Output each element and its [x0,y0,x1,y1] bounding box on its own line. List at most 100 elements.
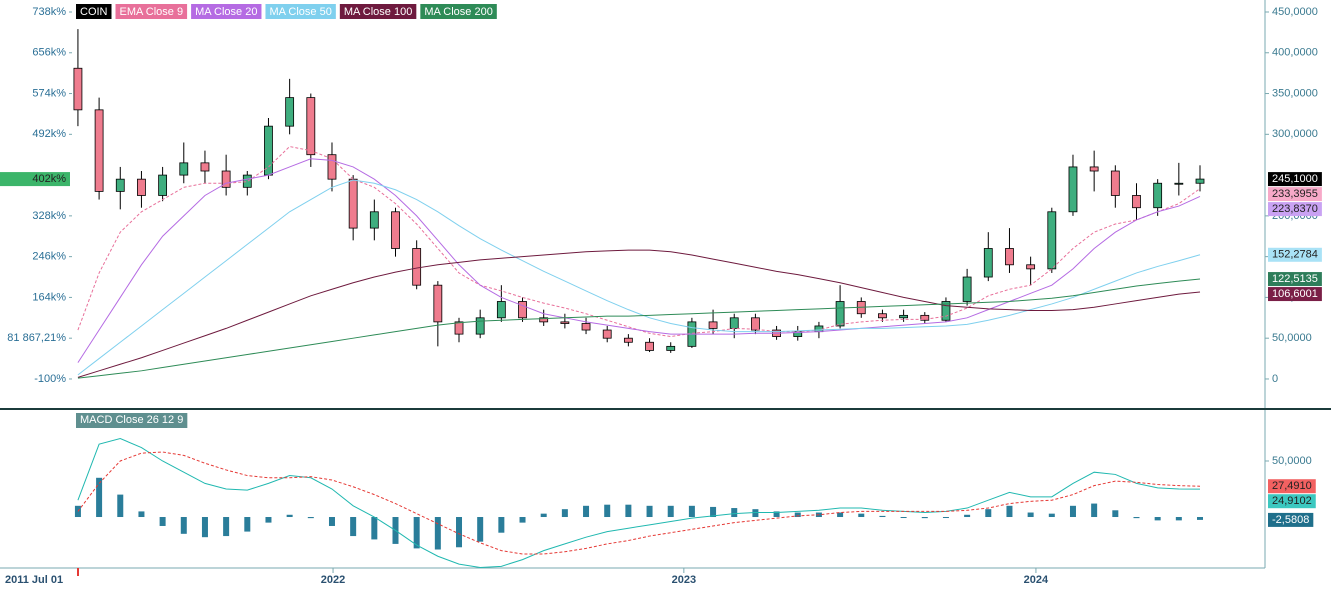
last-value-box [1268,272,1322,287]
histogram-bar [688,505,695,518]
y-tick-label: 400,0000 [1272,47,1318,59]
value-label: 245,1000 [1272,173,1318,185]
histogram-bar [328,517,335,526]
histogram-bar [159,517,166,526]
y-tick-label: 450,0000 [1272,6,1318,18]
candle-body [602,329,612,339]
candle-body [496,301,506,319]
value-label: 24,9102 [1272,495,1312,507]
candle-body [835,301,845,327]
value-label: 27,4910 [1272,480,1312,492]
y2-tick-label: 574k% [32,87,66,99]
candle-body [1005,248,1014,266]
histogram-bar [900,517,907,519]
y2-tick-label: 492k% [32,128,66,140]
histogram-bar [286,514,293,518]
legend-swatch [191,4,262,19]
histogram-bar [540,513,547,518]
x-tick-label: 2024 [1024,574,1049,586]
histogram-bar [1175,517,1182,521]
date-label: 2011 Jul 01 [5,574,63,586]
x-tick-label: 2022 [321,574,345,586]
value-label: 106,6001 [1272,288,1318,300]
histogram-bar [1048,513,1055,518]
candle-body [1174,182,1184,185]
candle-body [412,248,422,286]
panel-title: MACD Close 26 12 9 [80,414,183,426]
histogram-bar [413,517,420,549]
candle-body [327,154,337,180]
last-value-box [1268,287,1322,302]
legend-label: COIN [80,6,108,18]
macd-line [77,438,1201,568]
candle-body [708,321,718,329]
histogram-bar [1006,505,1013,518]
last-value-box [1268,494,1316,509]
candle-body [623,337,633,343]
histogram-bar [1069,505,1076,518]
histogram-bar [138,511,145,518]
histogram-bar [1197,517,1204,520]
ma-line [77,179,1201,376]
candle-body [306,97,316,156]
y2-tick-label: 328k% [32,210,66,222]
histogram-bar [244,517,251,532]
candle-body [1195,178,1205,184]
histogram-bar [561,509,568,518]
candle-body [348,178,358,229]
x-tick-label: 2023 [672,574,696,586]
y2-tick-label: -100% [34,373,66,385]
candle-body [73,67,83,111]
histogram-bar [625,504,632,518]
histogram-bar [879,515,886,518]
candle-body [475,317,485,335]
histogram-bar [456,517,463,548]
legend-label: MA Close 200 [424,6,492,18]
candle-body [1068,166,1078,213]
candle-body [158,174,168,196]
histogram-bar [223,517,230,537]
histogram-bar [117,494,124,518]
last-pct-box [0,172,70,187]
candle-body [391,211,400,249]
candle-body [983,248,993,278]
histogram-bar [371,517,378,540]
candle-body [560,321,570,324]
y2-tick-label: 656k% [32,47,66,59]
histogram-bar [1112,510,1119,518]
value-label: 233,3955 [1272,188,1318,200]
y-tick-label: 350,0000 [1272,87,1318,99]
candle-body [666,345,676,351]
macd-line [77,451,1201,555]
candle-body [221,170,231,188]
histogram-bar [773,511,780,518]
candle-body [878,313,887,319]
candle-body [1026,264,1036,270]
candle-body [242,174,252,188]
y-tick-label: 50,0000 [1272,455,1312,467]
histogram-bar [921,517,928,519]
ma-line [77,249,1201,378]
histogram-bar [583,505,590,518]
histogram-bar [96,477,103,518]
histogram-bar [201,517,208,538]
histogram-bar [985,509,992,518]
candle-body [645,341,654,351]
histogram-bar [604,504,611,518]
histogram-bar [1133,517,1140,519]
histogram-bar [710,506,717,518]
candle-body [539,317,549,323]
y2-tick-label: 246k% [32,251,66,263]
histogram-bar [667,505,674,518]
histogram-bar [265,517,272,523]
last-value-box [1268,247,1322,262]
legend-label: EMA Close 9 [120,6,184,18]
candle-body [1047,211,1057,270]
y-tick-label: 0 [1272,373,1278,385]
ma-line [77,158,1201,363]
histogram-bar [434,517,441,550]
candle-body [1132,195,1141,209]
histogram-bar [498,517,505,533]
panel-title-box [76,413,188,428]
legend-swatch [265,4,336,19]
